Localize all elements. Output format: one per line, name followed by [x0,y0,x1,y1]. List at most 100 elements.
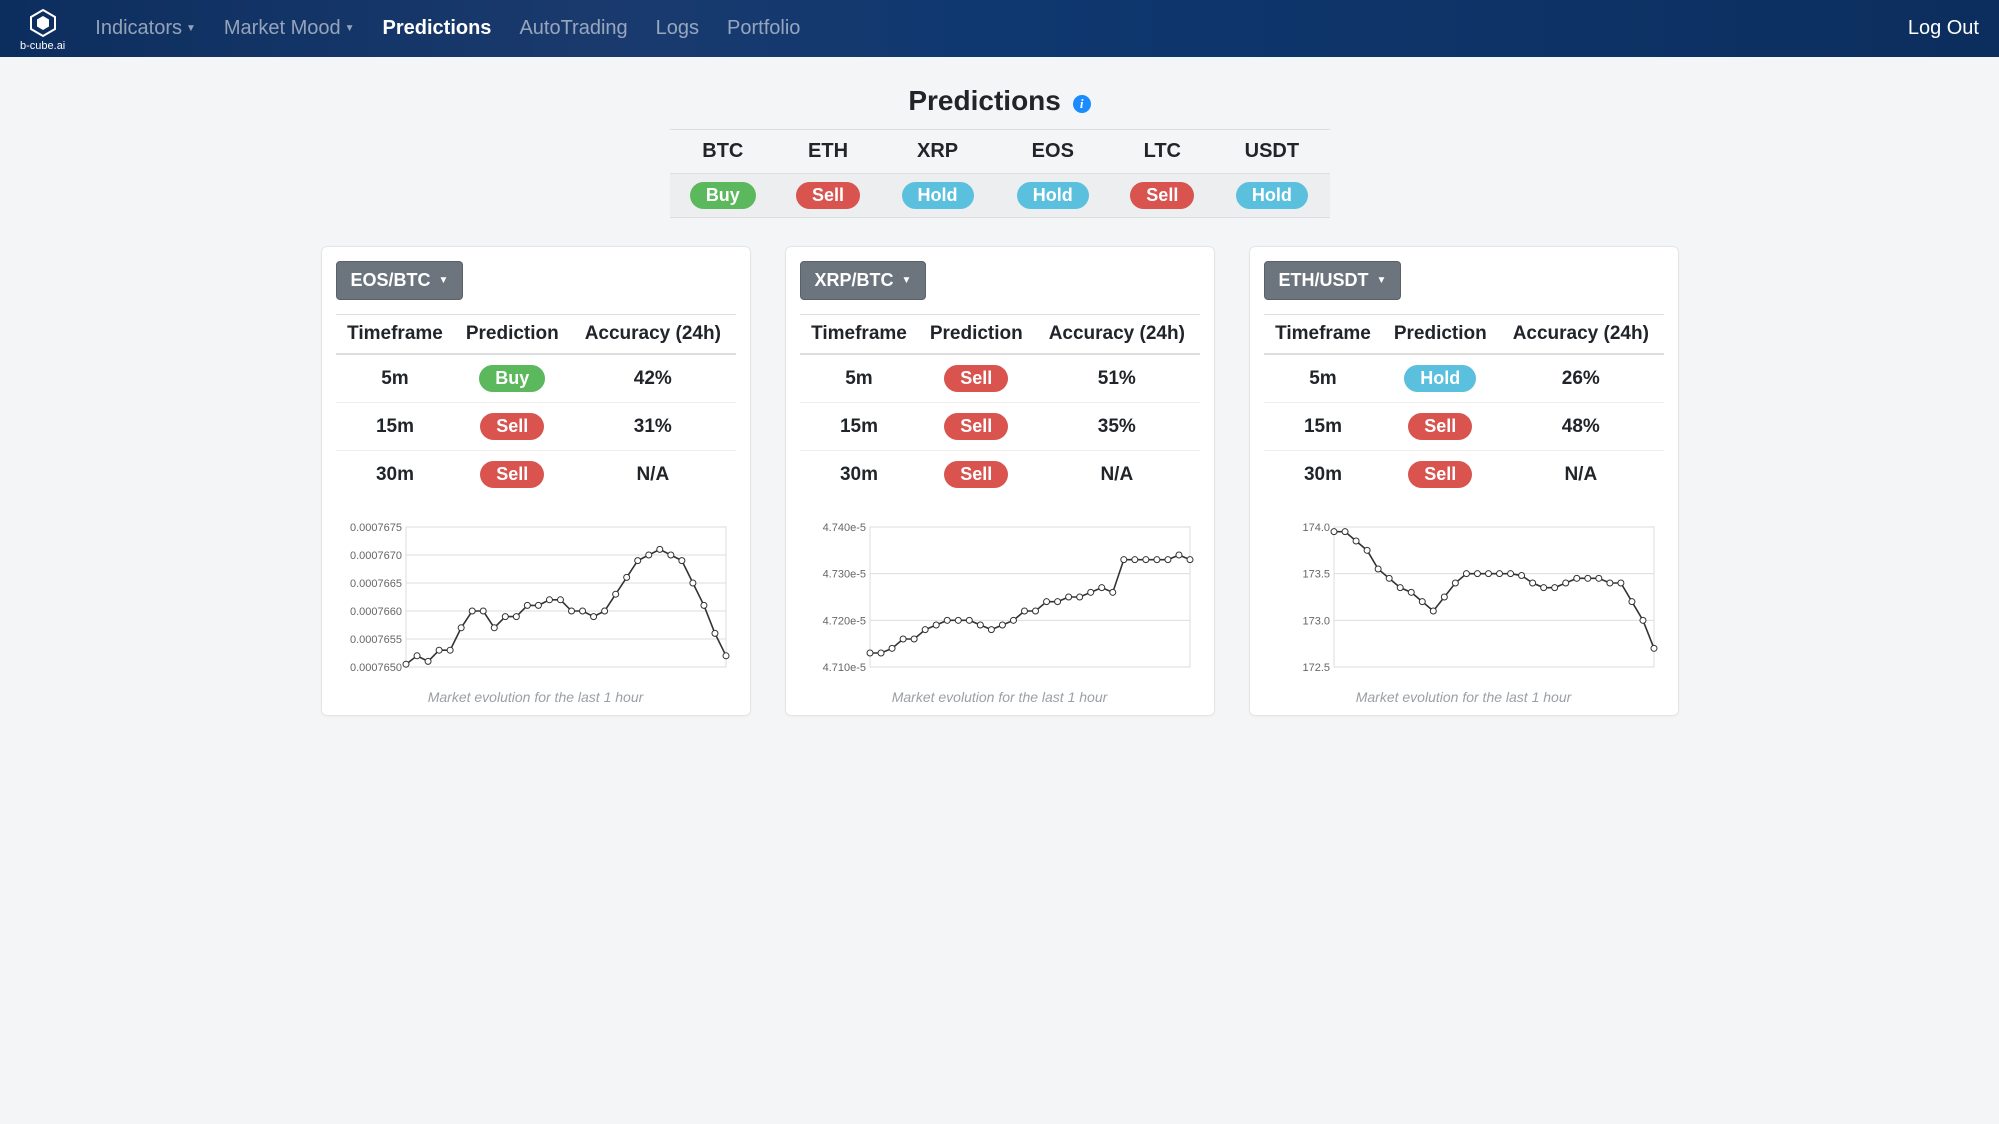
col-header: Prediction [454,315,570,355]
prediction-cell: Sell [918,451,1034,499]
svg-text:173.0: 173.0 [1302,615,1330,627]
chevron-down-icon: ▼ [902,275,912,286]
nav-link-label: Logs [656,17,699,40]
chart-caption: Market evolution for the last 1 hour [336,689,736,705]
table-row: 5mBuy42% [336,354,736,403]
col-header: Prediction [918,315,1034,355]
summary-signal-eos: Hold [995,174,1110,218]
col-header: Timeframe [800,315,919,355]
svg-text:0.0007665: 0.0007665 [350,578,402,590]
nav-link-logs[interactable]: Logs [656,17,699,40]
timeframe-cell: 5m [336,354,455,403]
summary-signal-ltc: Sell [1110,174,1214,218]
summary-col-eth: ETH [776,130,880,174]
svg-text:0.0007650: 0.0007650 [350,662,402,674]
brand-logo[interactable]: b-cube.ai [20,8,65,52]
signal-pill: Hold [1236,182,1308,209]
accuracy-cell: 35% [1034,403,1199,451]
timeframe-cell: 5m [800,354,919,403]
prediction-cell: Sell [454,451,570,499]
svg-text:4.710e-5: 4.710e-5 [822,662,865,674]
nav-link-label: Market Mood [224,17,341,40]
prediction-card-eth-usdt: ETH/USDT▼ TimeframePredictionAccuracy (24… [1249,246,1679,716]
table-row: 15mSell48% [1264,403,1664,451]
nav-link-autotrading[interactable]: AutoTrading [519,17,627,40]
pair-dropdown[interactable]: EOS/BTC ▼ [336,261,464,300]
accuracy-cell: 48% [1498,403,1663,451]
table-row: 15m Sell 35% [800,403,1200,451]
summary-signal-eth: Sell [776,174,880,218]
timeframe-cell: 15m [800,403,919,451]
nav-link-predictions[interactable]: Predictions [383,17,492,40]
prediction-table: TimeframePredictionAccuracy (24h)5mBuy42… [336,314,736,498]
timeframe-cell: 15m [336,403,455,451]
signal-pill: Sell [796,182,860,209]
signal-pill: Sell [480,413,544,440]
summary-col-ltc: LTC [1110,130,1214,174]
signal-pill: Hold [1404,365,1476,392]
table-row: 30m Sell N/A [800,451,1200,499]
chevron-down-icon: ▼ [439,275,449,286]
accuracy-cell: N/A [1034,451,1199,499]
col-header: Accuracy (24h) [1498,315,1663,355]
summary-signal-usdt: Hold [1214,174,1329,218]
col-header: Accuracy (24h) [1034,315,1199,355]
chart-caption: Market evolution for the last 1 hour [800,689,1200,705]
summary-table-wrap: BTCETHXRPEOSLTCUSDT BuySellHoldHoldSellH… [670,129,1330,218]
col-header: Timeframe [1264,315,1383,355]
nav-link-label: AutoTrading [519,17,627,40]
chart-caption: Market evolution for the last 1 hour [1264,689,1664,705]
nav-link-portfolio[interactable]: Portfolio [727,17,800,40]
pair-dropdown[interactable]: XRP/BTC▼ [800,261,927,300]
accuracy-cell: N/A [570,451,735,499]
logo-hex-icon [28,8,58,38]
page-title: Predictions i [0,85,1999,117]
svg-text:4.730e-5: 4.730e-5 [822,569,865,581]
timeframe-cell: 30m [336,451,455,499]
prediction-cell: Hold [1382,354,1498,403]
prediction-cell: Sell [1382,451,1498,499]
nav-link-market-mood[interactable]: Market Mood ▼ [224,17,355,40]
pair-label: EOS/BTC [351,270,431,291]
timeframe-cell: 30m [1264,451,1383,499]
prediction-cell: Sell [1382,403,1498,451]
prediction-card-eos-btc: EOS/BTC ▼ TimeframePredictionAccuracy (24h… [321,246,751,716]
chevron-down-icon: ▼ [345,23,355,34]
table-row: 5mHold26% [1264,354,1664,403]
nav-link-label: Predictions [383,17,492,40]
signal-pill: Sell [1130,182,1194,209]
summary-col-usdt: USDT [1214,130,1329,174]
prediction-cell: Sell [454,403,570,451]
col-header: Prediction [1382,315,1498,355]
page-title-text: Predictions [908,85,1060,116]
signal-pill: Buy [690,182,756,209]
nav-link-indicators[interactable]: Indicators▼ [95,17,196,40]
accuracy-cell: 42% [570,354,735,403]
signal-pill: Hold [902,182,974,209]
price-chart: 0.00076500.00076550.00076600.00076650.00… [336,512,736,682]
info-icon[interactable]: i [1073,95,1091,113]
timeframe-cell: 30m [800,451,919,499]
prediction-cell: Sell [918,403,1034,451]
table-row: 30mSellN/A [1264,451,1664,499]
summary-col-btc: BTC [670,130,777,174]
svg-text:4.720e-5: 4.720e-5 [822,615,865,627]
price-chart: 4.710e-54.720e-54.730e-54.740e-5 [800,512,1200,682]
prediction-table: TimeframePredictionAccuracy (24h)5mHold2… [1264,314,1664,498]
svg-text:0.0007655: 0.0007655 [350,634,402,646]
pair-dropdown[interactable]: ETH/USDT▼ [1264,261,1402,300]
summary-table: BTCETHXRPEOSLTCUSDT BuySellHoldHoldSellH… [670,129,1330,218]
logout-link[interactable]: Log Out [1908,17,1979,40]
signal-pill: Sell [1408,413,1472,440]
accuracy-cell: 26% [1498,354,1663,403]
signal-pill: Sell [944,413,1008,440]
chart-area: 0.00076500.00076550.00076600.00076650.00… [336,512,736,705]
chevron-down-icon: ▼ [1377,275,1387,286]
signal-pill: Sell [944,461,1008,488]
cards-row: EOS/BTC▼TimeframePredictionAccuracy (24h… [0,218,1999,744]
prediction-cell: Sell [918,354,1034,403]
table-row: 5mSell51% [800,354,1200,403]
brand-name: b-cube.ai [20,40,65,52]
chart-area: 4.710e-54.720e-54.730e-54.740e-5Market e… [800,512,1200,705]
svg-text:0.0007675: 0.0007675 [350,522,402,534]
